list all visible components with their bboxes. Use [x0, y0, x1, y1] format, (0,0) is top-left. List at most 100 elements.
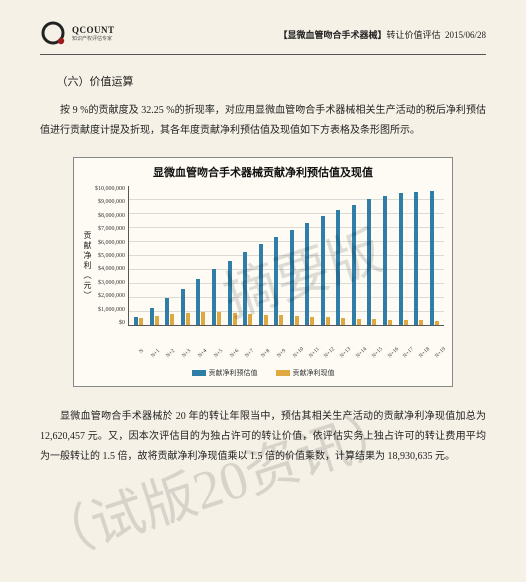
bar-present-value [155, 316, 159, 325]
x-tick: N+11 [308, 348, 319, 359]
bar-group [258, 244, 268, 325]
bar-present-value [170, 314, 174, 325]
page-header: QCOUNT 知识产权评估专家 【显微血管吻合手术器械】转让价值评估 2015/… [40, 20, 486, 55]
x-tick: N+9 [276, 348, 287, 359]
x-tick: N+1 [150, 348, 161, 359]
bar-group [429, 191, 439, 325]
legend-item-2: 贡献净利现值 [276, 368, 335, 378]
bar-present-value [217, 312, 221, 325]
bar-estimate [383, 196, 387, 325]
x-tick: N+17 [402, 348, 413, 359]
y-axis-ticks: $10,000,000$9,000,000$8,000,000$7,000,00… [95, 186, 128, 326]
x-tick: N+5 [213, 348, 224, 359]
bar-group [398, 193, 408, 325]
bar-present-value [233, 313, 237, 325]
bar-present-value [310, 317, 314, 325]
bar-estimate [150, 308, 154, 325]
bar-estimate [134, 317, 138, 325]
bar-estimate [228, 261, 232, 325]
legend-swatch-icon [276, 370, 290, 376]
bar-present-value [326, 317, 330, 325]
bar-group [196, 279, 206, 325]
header-doc-info: 【显微血管吻合手术器械】转让价值评估 2015/06/28 [278, 28, 486, 41]
bars-group [129, 186, 444, 325]
bar-estimate [321, 216, 325, 325]
x-axis-ticks: NN+1N+2N+3N+4N+5N+6N+7N+8N+9N+10N+11N+12… [128, 348, 444, 354]
chart-area: 贡献净利（元） $10,000,000$9,000,000$8,000,000$… [82, 186, 444, 346]
document-page: QCOUNT 知识产权评估专家 【显微血管吻合手术器械】转让价值评估 2015/… [0, 0, 526, 582]
bar-group [227, 261, 237, 325]
logo: QCOUNT 知识产权评估专家 [40, 20, 115, 48]
bar-present-value [279, 315, 283, 325]
bar-present-value [186, 313, 190, 325]
bar-estimate [305, 223, 309, 325]
legend-swatch-icon [192, 370, 206, 376]
legend: 贡献净利预估值 贡献净利现值 [82, 368, 444, 378]
y-axis-label: 贡献净利（元） [82, 231, 93, 301]
bar-estimate [430, 191, 434, 325]
legend-label-1: 贡献净利预估值 [209, 368, 258, 378]
bar-group [367, 199, 377, 325]
bar-group [243, 252, 253, 325]
logo-subtitle: 知识产权评估专家 [72, 37, 115, 42]
doc-title-left: 【显微血管吻合手术器械】 [278, 30, 386, 40]
y-tick: $6,000,000 [95, 240, 125, 246]
x-tick: N+4 [197, 348, 208, 359]
legend-item-1: 贡献净利预估值 [192, 368, 258, 378]
bar-group [351, 205, 361, 325]
x-tick: N [134, 348, 145, 359]
x-tick: N+7 [244, 348, 255, 359]
bar-present-value [264, 315, 268, 326]
bar-present-value [404, 320, 408, 325]
intro-paragraph: 按 9 %的贡献度及 32.25 %的折现率，对应用显微血管吻合手术器械相关生产… [40, 101, 486, 141]
y-tick: $3,000,000 [95, 280, 125, 286]
bar-estimate [352, 205, 356, 325]
y-tick: $7,000,000 [95, 226, 125, 232]
bar-present-value [201, 312, 205, 325]
x-tick: N+8 [260, 348, 271, 359]
bar-present-value [372, 319, 376, 325]
bar-estimate [414, 192, 418, 325]
bar-present-value [388, 320, 392, 325]
x-tick: N+3 [181, 348, 192, 359]
bar-group [414, 192, 424, 325]
bar-group [305, 223, 315, 325]
x-tick: N+10 [292, 348, 303, 359]
bar-estimate [259, 244, 263, 325]
bar-estimate [243, 252, 247, 325]
logo-mark-icon [40, 20, 68, 48]
x-tick: N+6 [229, 348, 240, 359]
chart-title: 显微血管吻合手术器械贡献净利预估值及现值 [82, 164, 444, 180]
bar-present-value [435, 321, 439, 325]
y-tick: $8,000,000 [95, 213, 125, 219]
x-tick: N+12 [323, 348, 334, 359]
bar-group [289, 230, 299, 325]
bar-group [336, 210, 346, 325]
bar-present-value [357, 319, 361, 325]
y-tick: $10,000,000 [95, 186, 125, 192]
bar-present-value [248, 314, 252, 325]
y-tick: $4,000,000 [95, 266, 125, 272]
bar-estimate [181, 289, 185, 325]
y-tick: $2,000,000 [95, 293, 125, 299]
bar-group [165, 298, 175, 325]
bar-estimate [196, 279, 200, 325]
x-tick: N+18 [418, 348, 429, 359]
bar-group [134, 317, 144, 325]
bar-estimate [165, 298, 169, 325]
bar-group [383, 196, 393, 325]
x-tick: N+14 [355, 348, 366, 359]
bar-present-value [295, 316, 299, 325]
chart-container: 显微血管吻合手术器械贡献净利预估值及现值 贡献净利（元） $10,000,000… [73, 157, 453, 387]
doc-title-right: 转让价值评估 [386, 30, 440, 40]
bar-present-value [139, 318, 143, 325]
doc-date: 2015/06/28 [445, 30, 486, 40]
bar-estimate [290, 230, 294, 325]
bar-present-value [341, 318, 345, 325]
x-tick: N+13 [339, 348, 350, 359]
legend-label-2: 贡献净利现值 [293, 368, 335, 378]
logo-brand-text: QCOUNT [72, 26, 115, 35]
y-tick: $1,000,000 [95, 307, 125, 313]
x-tick: N+2 [165, 348, 176, 359]
x-tick: N+15 [371, 348, 382, 359]
